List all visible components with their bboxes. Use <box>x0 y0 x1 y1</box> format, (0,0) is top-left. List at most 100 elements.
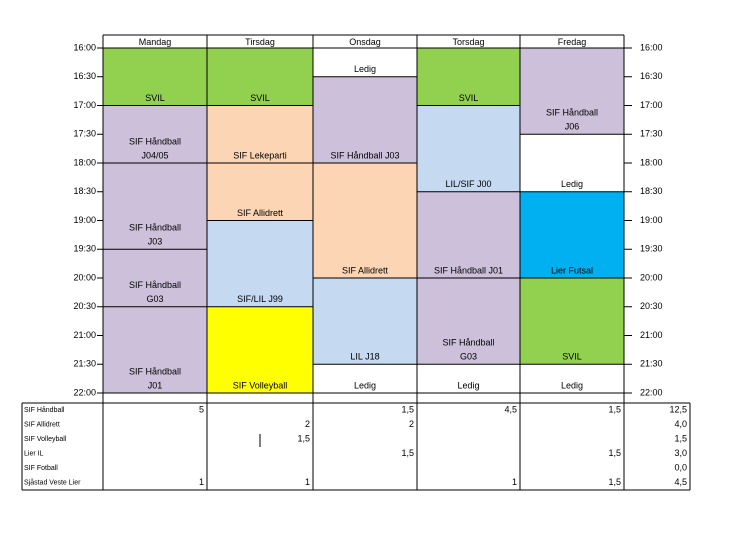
block-label: SIF Håndball <box>129 223 181 233</box>
block-label: SVIL <box>459 93 479 103</box>
hours-value: 1 <box>512 477 517 487</box>
hours-value: 1,5 <box>608 477 621 487</box>
block-label: SIF Allidrett <box>237 208 284 218</box>
time-label: 18:00 <box>640 157 663 167</box>
row-label: Sjåstad Veste Lier <box>24 479 81 487</box>
day-header: Mandag <box>139 37 172 47</box>
time-block <box>417 364 520 393</box>
block-label: J04/05 <box>141 150 168 160</box>
time-block <box>103 306 207 393</box>
block-label: SVIL <box>250 93 270 103</box>
time-block <box>520 134 624 192</box>
time-label: 22:00 <box>73 387 96 397</box>
block-label: SIF Allidrett <box>342 265 389 275</box>
block-label: Ledig <box>457 380 479 390</box>
row-label: SIF Fotball <box>24 465 58 472</box>
time-block <box>313 278 417 365</box>
block-label: J01 <box>148 380 163 390</box>
row-label: Lier IL <box>24 451 44 458</box>
time-block <box>520 48 624 135</box>
time-label: 17:00 <box>73 100 96 110</box>
block-label: J03 <box>148 237 163 247</box>
block-label: Ledig <box>354 380 376 390</box>
hours-value: 1,5 <box>608 448 621 458</box>
block-label: SIF Håndball J01 <box>434 265 503 275</box>
hours-value: 1,5 <box>608 405 621 415</box>
time-block <box>417 278 520 365</box>
block-label: SIF Håndball <box>546 108 598 118</box>
block-label: G03 <box>146 294 163 304</box>
time-label: 16:30 <box>73 71 96 81</box>
time-label: 21:00 <box>640 330 663 340</box>
block-label: Ledig <box>354 64 376 74</box>
time-block <box>313 48 417 77</box>
time-block <box>207 105 313 163</box>
block-label: SIF Håndball <box>129 136 181 146</box>
time-block <box>417 105 520 192</box>
time-label: 19:00 <box>640 215 663 225</box>
time-label: 19:30 <box>73 244 96 254</box>
block-label: SIF Lekeparti <box>233 150 287 160</box>
row-label: SIF Håndball <box>24 406 65 414</box>
time-block <box>207 220 313 307</box>
time-label: 18:30 <box>73 186 96 196</box>
day-header: Onsdag <box>349 37 381 47</box>
hours-value: 4,0 <box>674 419 687 429</box>
time-label: 20:30 <box>640 301 663 311</box>
block-label: SIF Håndball J03 <box>330 150 399 160</box>
time-block <box>520 278 624 365</box>
day-header: Fredag <box>558 37 587 47</box>
time-block <box>103 163 207 250</box>
hours-value: 1 <box>199 477 204 487</box>
block-label: J06 <box>565 122 580 132</box>
time-block <box>520 364 624 393</box>
time-label: 20:00 <box>640 272 663 282</box>
time-label: 21:30 <box>640 359 663 369</box>
block-label: SVIL <box>145 93 165 103</box>
hours-value: 1,5 <box>401 448 414 458</box>
block-label: SVIL <box>562 352 582 362</box>
block-label: Lier Futsal <box>551 265 593 275</box>
row-label: SIF Allidrett <box>24 422 60 429</box>
time-label: 16:00 <box>73 42 96 52</box>
block-label: G03 <box>460 352 477 362</box>
block-label: SIF Volleyball <box>233 380 288 390</box>
time-label: 17:00 <box>640 100 663 110</box>
hours-value: 0,0 <box>674 463 687 473</box>
block-label: SIF Håndball <box>442 338 494 348</box>
hours-value: 1 <box>305 477 310 487</box>
time-block <box>103 48 207 106</box>
row-label: SIF Volleyball <box>24 436 67 443</box>
time-label: 18:00 <box>73 157 96 167</box>
hours-value: 12,5 <box>669 405 687 415</box>
time-label: 20:00 <box>73 272 96 282</box>
block-label: Ledig <box>561 380 583 390</box>
time-block <box>313 364 417 393</box>
time-label: 20:30 <box>73 301 96 311</box>
hours-value: 2 <box>305 419 310 429</box>
hours-value: 3,0 <box>674 448 687 458</box>
time-block <box>207 48 313 106</box>
time-label: 17:30 <box>73 129 96 139</box>
hours-value: 1,5 <box>401 405 414 415</box>
time-label: 22:00 <box>640 387 663 397</box>
hours-value: 1,5 <box>297 434 310 444</box>
block-label: LIL J18 <box>350 352 379 362</box>
time-block <box>103 249 207 307</box>
block-label: LIL/SIF J00 <box>445 179 491 189</box>
hours-value: 4,5 <box>674 477 687 487</box>
time-label: 19:30 <box>640 244 663 254</box>
block-label: Ledig <box>561 179 583 189</box>
time-label: 21:30 <box>73 359 96 369</box>
block-label: SIF Håndball <box>129 280 181 290</box>
time-label: 18:30 <box>640 186 663 196</box>
time-block <box>207 163 313 221</box>
time-block <box>103 105 207 163</box>
time-block <box>313 76 417 163</box>
time-label: 19:00 <box>73 215 96 225</box>
hours-value: 1,5 <box>674 434 687 444</box>
hours-value: 2 <box>409 419 414 429</box>
block-label: SIF/LIL J99 <box>237 294 283 304</box>
time-label: 16:00 <box>640 42 663 52</box>
